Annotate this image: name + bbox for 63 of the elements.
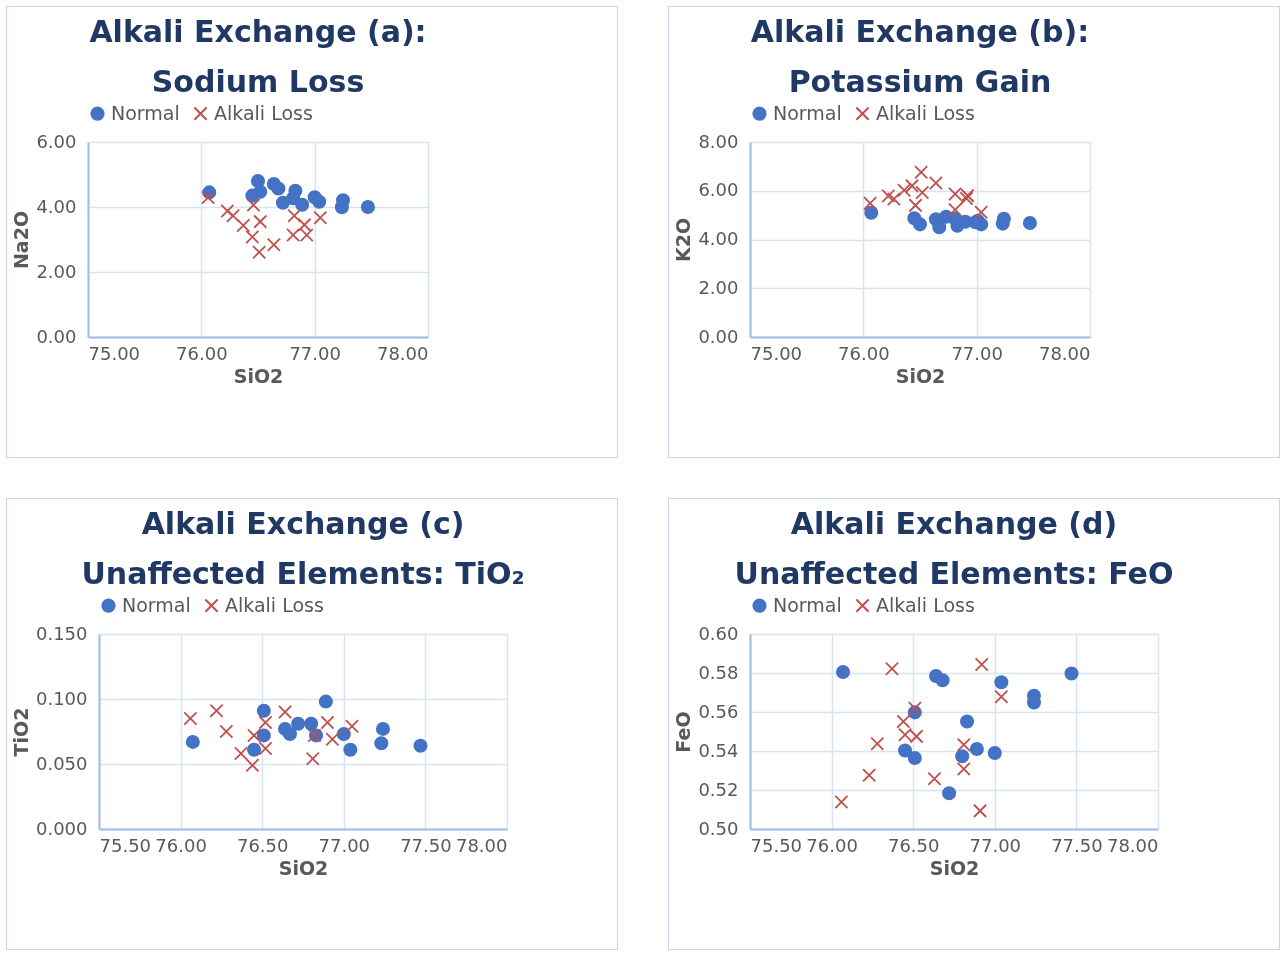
x-tick-label: 75.50: [750, 834, 803, 856]
text: Unaffected Elements: TiO₂: [81, 556, 525, 591]
x-axis-title: SiO2: [278, 856, 329, 879]
y-tick-label: 0.54: [698, 739, 739, 761]
y-tick-label: 0.60: [698, 622, 739, 644]
x-tick-label: 75.00: [750, 342, 803, 364]
y-axis-title: TiO2: [9, 707, 32, 757]
x-tick-label: 76.50: [236, 834, 289, 856]
x-tick-label: 77.00: [289, 342, 341, 364]
x-axis-title: SiO2: [929, 856, 980, 879]
text: Alkali Exchange (b):: [750, 14, 1090, 49]
y-tick-label: 0.58: [698, 661, 739, 683]
x-tick-label: 78.00: [376, 342, 429, 364]
legend-label: Normal: [122, 593, 191, 616]
y-tick-label: 0.00: [698, 325, 739, 347]
x-tick-label: 75.50: [99, 834, 152, 856]
x-tick-label: 77.50: [1051, 834, 1103, 856]
y-tick-label: 4.00: [698, 228, 739, 249]
x-tick-label: 77.00: [318, 834, 371, 856]
y-axis-title: FeO: [672, 711, 695, 753]
x-tick-label: 76.50: [887, 834, 940, 856]
y-tick-label: 2.00: [36, 260, 77, 282]
x-axis-title: SiO2: [233, 364, 284, 387]
y-tick-label: 2.00: [698, 276, 739, 298]
x-tick-label: 78.00: [455, 834, 508, 856]
text: Potassium Gain: [788, 64, 1052, 99]
y-tick-label: 8.00: [698, 130, 739, 152]
x-tick-label: 76.00: [838, 342, 890, 364]
y-axis-title: Na2O: [10, 210, 33, 270]
y-tick-label: 4.00: [36, 195, 77, 217]
y-tick-label: 0.50: [698, 817, 739, 839]
text: Sodium Loss: [151, 64, 365, 99]
text: Alkali Exchange (a):: [89, 14, 427, 49]
x-tick-label: 77.00: [969, 834, 1022, 856]
x-tick-label: 78.00: [1038, 342, 1091, 364]
y-tick-label: 0.050: [35, 752, 88, 774]
y-tick-label: 6.00: [36, 130, 77, 152]
y-tick-label: 0.00: [36, 325, 77, 347]
y-axis-title: K2O: [672, 217, 695, 263]
legend-label: Alkali Loss: [876, 101, 975, 124]
y-tick-label: 0.150: [35, 622, 88, 644]
text: Alkali Exchange (d): [790, 506, 1118, 541]
y-tick-label: 6.00: [698, 179, 739, 201]
text: Alkali Exchange (c): [141, 506, 465, 541]
legend-label: Alkali Loss: [225, 593, 324, 616]
x-tick-label: 77.50: [400, 834, 452, 856]
legend-label: Normal: [773, 101, 842, 124]
legend-label: Alkali Loss: [876, 593, 975, 616]
x-tick-label: 75.00: [88, 342, 141, 364]
legend-label: Normal: [111, 101, 180, 124]
x-tick-label: 76.00: [806, 834, 858, 856]
y-tick-label: 0.52: [698, 778, 739, 800]
x-tick-label: 78.00: [1106, 834, 1159, 856]
x-tick-label: 76.00: [176, 342, 228, 364]
text: Unaffected Elements: FeO: [734, 556, 1174, 591]
y-tick-label: 0.56: [698, 700, 739, 722]
legend-label: Normal: [773, 593, 842, 616]
y-tick-label: 0.100: [35, 687, 88, 709]
y-tick-label: 0.000: [35, 817, 88, 839]
x-tick-label: 77.00: [951, 342, 1003, 364]
x-axis-title: SiO2: [895, 364, 946, 387]
legend-label: Alkali Loss: [214, 101, 313, 124]
x-tick-label: 76.00: [155, 834, 207, 856]
